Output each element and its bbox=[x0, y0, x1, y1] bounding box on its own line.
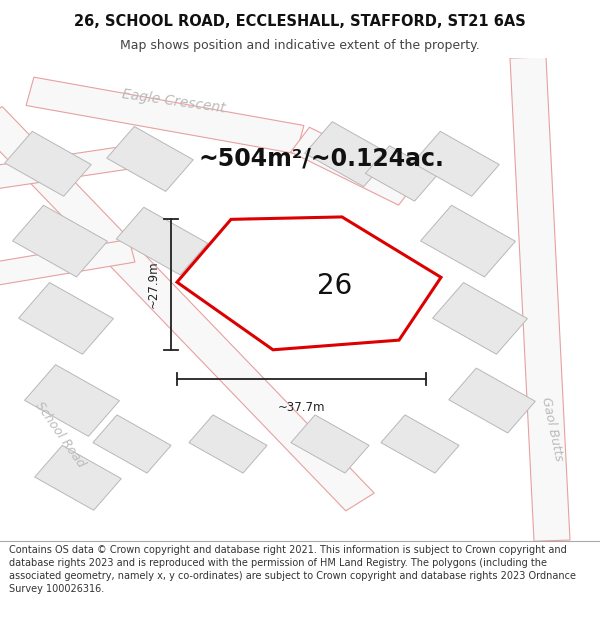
Polygon shape bbox=[116, 208, 208, 275]
Text: 26: 26 bbox=[317, 272, 352, 300]
Text: ~27.9m: ~27.9m bbox=[147, 261, 160, 308]
Polygon shape bbox=[107, 126, 193, 191]
Text: Gaol Butts: Gaol Butts bbox=[539, 396, 565, 462]
Polygon shape bbox=[177, 217, 441, 350]
Polygon shape bbox=[413, 131, 499, 196]
Polygon shape bbox=[0, 239, 135, 286]
Polygon shape bbox=[25, 365, 119, 436]
Polygon shape bbox=[13, 205, 107, 277]
Polygon shape bbox=[0, 142, 152, 189]
Text: School Roa: School Roa bbox=[239, 214, 289, 278]
Polygon shape bbox=[365, 146, 439, 201]
Polygon shape bbox=[381, 415, 459, 473]
Polygon shape bbox=[5, 131, 91, 196]
Polygon shape bbox=[510, 57, 570, 541]
Polygon shape bbox=[35, 446, 121, 510]
Polygon shape bbox=[93, 415, 171, 473]
Polygon shape bbox=[305, 122, 391, 187]
Text: 26, SCHOOL ROAD, ECCLESHALL, STAFFORD, ST21 6AS: 26, SCHOOL ROAD, ECCLESHALL, STAFFORD, S… bbox=[74, 14, 526, 29]
Polygon shape bbox=[433, 282, 527, 354]
Polygon shape bbox=[291, 415, 369, 473]
Polygon shape bbox=[26, 77, 304, 154]
Text: School Road: School Road bbox=[32, 399, 88, 469]
Text: Contains OS data © Crown copyright and database right 2021. This information is : Contains OS data © Crown copyright and d… bbox=[9, 545, 576, 594]
Polygon shape bbox=[290, 127, 418, 205]
Polygon shape bbox=[449, 368, 535, 433]
Polygon shape bbox=[19, 282, 113, 354]
Polygon shape bbox=[0, 107, 374, 511]
Text: ~504m²/~0.124ac.: ~504m²/~0.124ac. bbox=[198, 147, 444, 171]
Text: Eagle Crescent: Eagle Crescent bbox=[121, 87, 227, 115]
Polygon shape bbox=[421, 205, 515, 277]
Text: Map shows position and indicative extent of the property.: Map shows position and indicative extent… bbox=[120, 39, 480, 52]
Polygon shape bbox=[189, 415, 267, 473]
Text: ~37.7m: ~37.7m bbox=[278, 401, 325, 414]
